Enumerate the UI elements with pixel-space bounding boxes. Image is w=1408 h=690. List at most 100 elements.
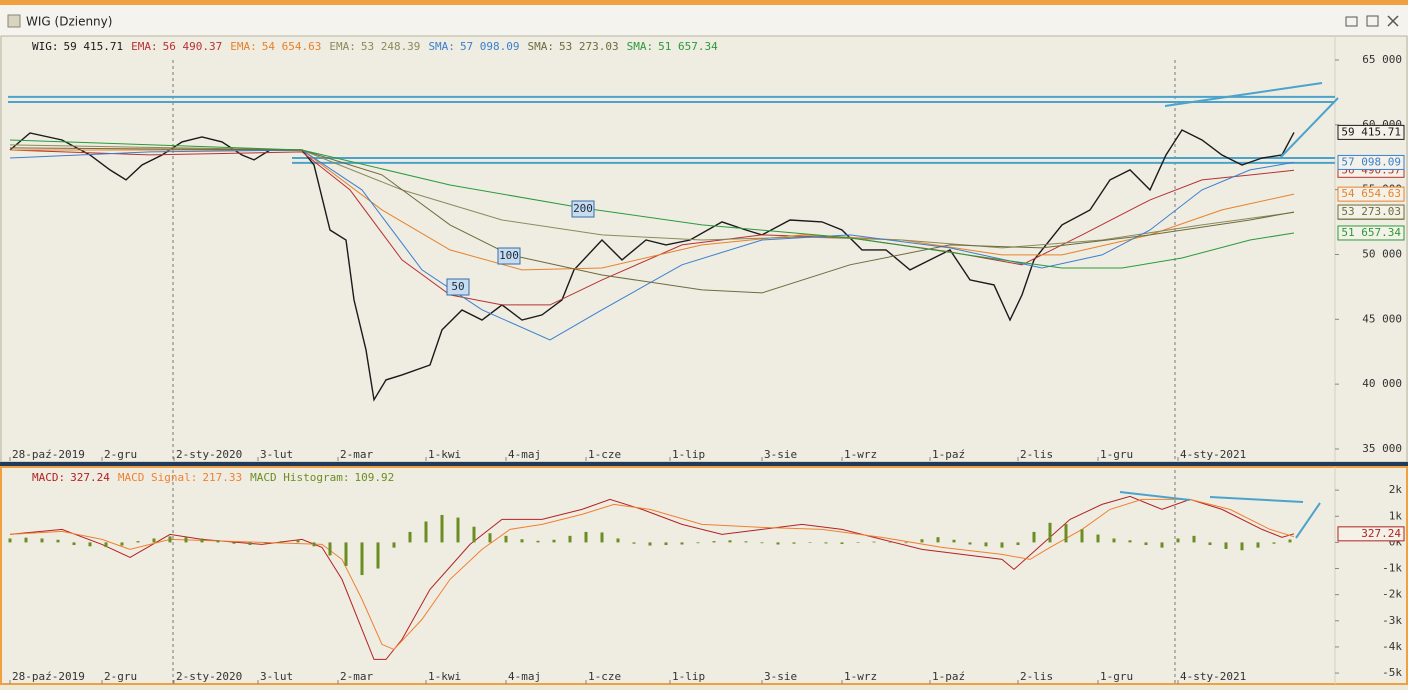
indicator-line: [9, 144, 1295, 249]
legend-value: 54 654.63: [262, 40, 322, 53]
histogram-bar: [1080, 529, 1084, 543]
value-box: [1337, 186, 1405, 202]
histogram-bar: [824, 542, 828, 544]
histogram-bar: [552, 539, 556, 543]
histogram-bar: [920, 539, 924, 543]
histogram-bar: [184, 537, 188, 543]
legend-name: MACD:: [32, 471, 65, 484]
histogram-bar: [1240, 542, 1244, 551]
x-tick-label: 1-wrz: [844, 448, 877, 461]
histogram-bar: [328, 542, 332, 556]
legend-value: 53 248.39: [361, 40, 421, 53]
histogram-bar: [136, 541, 140, 543]
legend-name: EMA:: [131, 40, 158, 53]
x-tick-label: 1-gru: [1100, 670, 1133, 683]
top-accent: [0, 0, 1408, 5]
value-box-label: 54 654.63: [1341, 187, 1401, 200]
value-box: [1337, 526, 1405, 542]
value-box-label: 53 273.03: [1341, 205, 1401, 218]
histogram-bar: [984, 542, 988, 547]
value-box-label: 57 098.09: [1341, 155, 1401, 168]
x-tick-label: 2-lis: [1020, 670, 1053, 683]
histogram-bar: [776, 542, 780, 545]
legend-name: SMA:: [428, 40, 455, 53]
histogram-bar: [232, 542, 236, 544]
value-box: [1337, 154, 1405, 170]
histogram-bar: [312, 542, 316, 547]
legend-value: 59 415.71: [64, 40, 124, 53]
histogram-bar: [456, 517, 460, 543]
value-box-label: 59 415.71: [1341, 125, 1401, 138]
y-tick-label: -5k: [1382, 666, 1402, 679]
histogram-bar: [472, 526, 476, 543]
minimize-button[interactable]: [1345, 16, 1358, 27]
x-tick-label: 4-maj: [508, 448, 541, 461]
histogram-bar: [376, 542, 380, 569]
histogram-bar: [664, 542, 668, 546]
histogram-bar: [1256, 542, 1260, 548]
window-title: WIG (Dzienny): [26, 15, 112, 29]
histogram-bar: [1000, 542, 1004, 548]
y-tick-label: -3k: [1382, 614, 1402, 627]
close-button[interactable]: [1387, 15, 1399, 27]
histogram-bar: [88, 542, 92, 547]
restore-button[interactable]: [1366, 15, 1379, 27]
x-tick-label: 1-gru: [1100, 448, 1133, 461]
histogram-bar: [584, 531, 588, 543]
legend-value: 327.24: [70, 471, 110, 484]
trendline: [1209, 496, 1304, 503]
histogram-bar: [24, 537, 28, 543]
legend: MACD: 327.24 MACD Signal: 217.33 MACD Histog…: [32, 471, 394, 484]
histogram-bar: [952, 539, 956, 543]
histogram-bar: [1160, 542, 1164, 548]
histogram-bar: [744, 541, 748, 543]
legend-value: 53 273.03: [559, 40, 619, 53]
histogram-bar: [104, 542, 108, 548]
histogram-bar: [1064, 524, 1068, 543]
x-tick-label: 1-kwi: [428, 670, 461, 683]
histogram-bar: [488, 533, 492, 543]
histogram-bar: [1192, 535, 1196, 543]
x-tick-label: 2-mar: [340, 670, 373, 683]
x-tick-label: 2-sty-2020: [176, 670, 242, 683]
y-tick-label: 1k: [1389, 509, 1403, 522]
ma-label: 50: [451, 280, 464, 293]
histogram-bar: [216, 540, 220, 543]
x-tick-label: 2-sty-2020: [176, 448, 242, 461]
histogram-bar: [360, 542, 364, 576]
x-tick-label: 2-gru: [104, 448, 137, 461]
histogram-bar: [296, 540, 300, 543]
y-tick-label: -1k: [1382, 562, 1402, 575]
value-box: [1337, 225, 1405, 241]
indicator-line: [9, 139, 1295, 269]
histogram-bar: [1048, 522, 1052, 543]
histogram-bar: [792, 542, 796, 544]
x-tick-label: 2-gru: [104, 670, 137, 683]
trendline: [1164, 82, 1323, 107]
x-tick-label: 1-wrz: [844, 670, 877, 683]
histogram-bar: [56, 539, 60, 543]
histogram-bar: [1016, 542, 1020, 546]
legend-name: MACD Signal:: [118, 471, 197, 484]
legend-value: 109.92: [354, 471, 394, 484]
histogram-bar: [632, 542, 636, 544]
histogram-bar: [40, 538, 44, 543]
legend-name: WIG:: [32, 40, 59, 53]
histogram-bar: [1176, 538, 1180, 543]
histogram-bar: [1112, 538, 1116, 543]
histogram-bar: [808, 542, 812, 543]
histogram-bar: [408, 531, 412, 543]
y-tick-label: 2k: [1389, 483, 1403, 496]
window-buttons[interactable]: [1345, 15, 1399, 27]
histogram-bar: [600, 532, 604, 543]
panel-separator: [0, 462, 1408, 466]
ma-label-box: [497, 247, 521, 265]
x-tick-label: 4-maj: [508, 670, 541, 683]
histogram-bar: [1032, 531, 1036, 543]
histogram-bar: [760, 542, 764, 544]
legend-name: SMA:: [528, 40, 555, 53]
histogram-bar: [888, 542, 892, 543]
plot-area: [8, 495, 1295, 660]
trendline: [1295, 502, 1321, 539]
price-panel: [0, 35, 1408, 463]
